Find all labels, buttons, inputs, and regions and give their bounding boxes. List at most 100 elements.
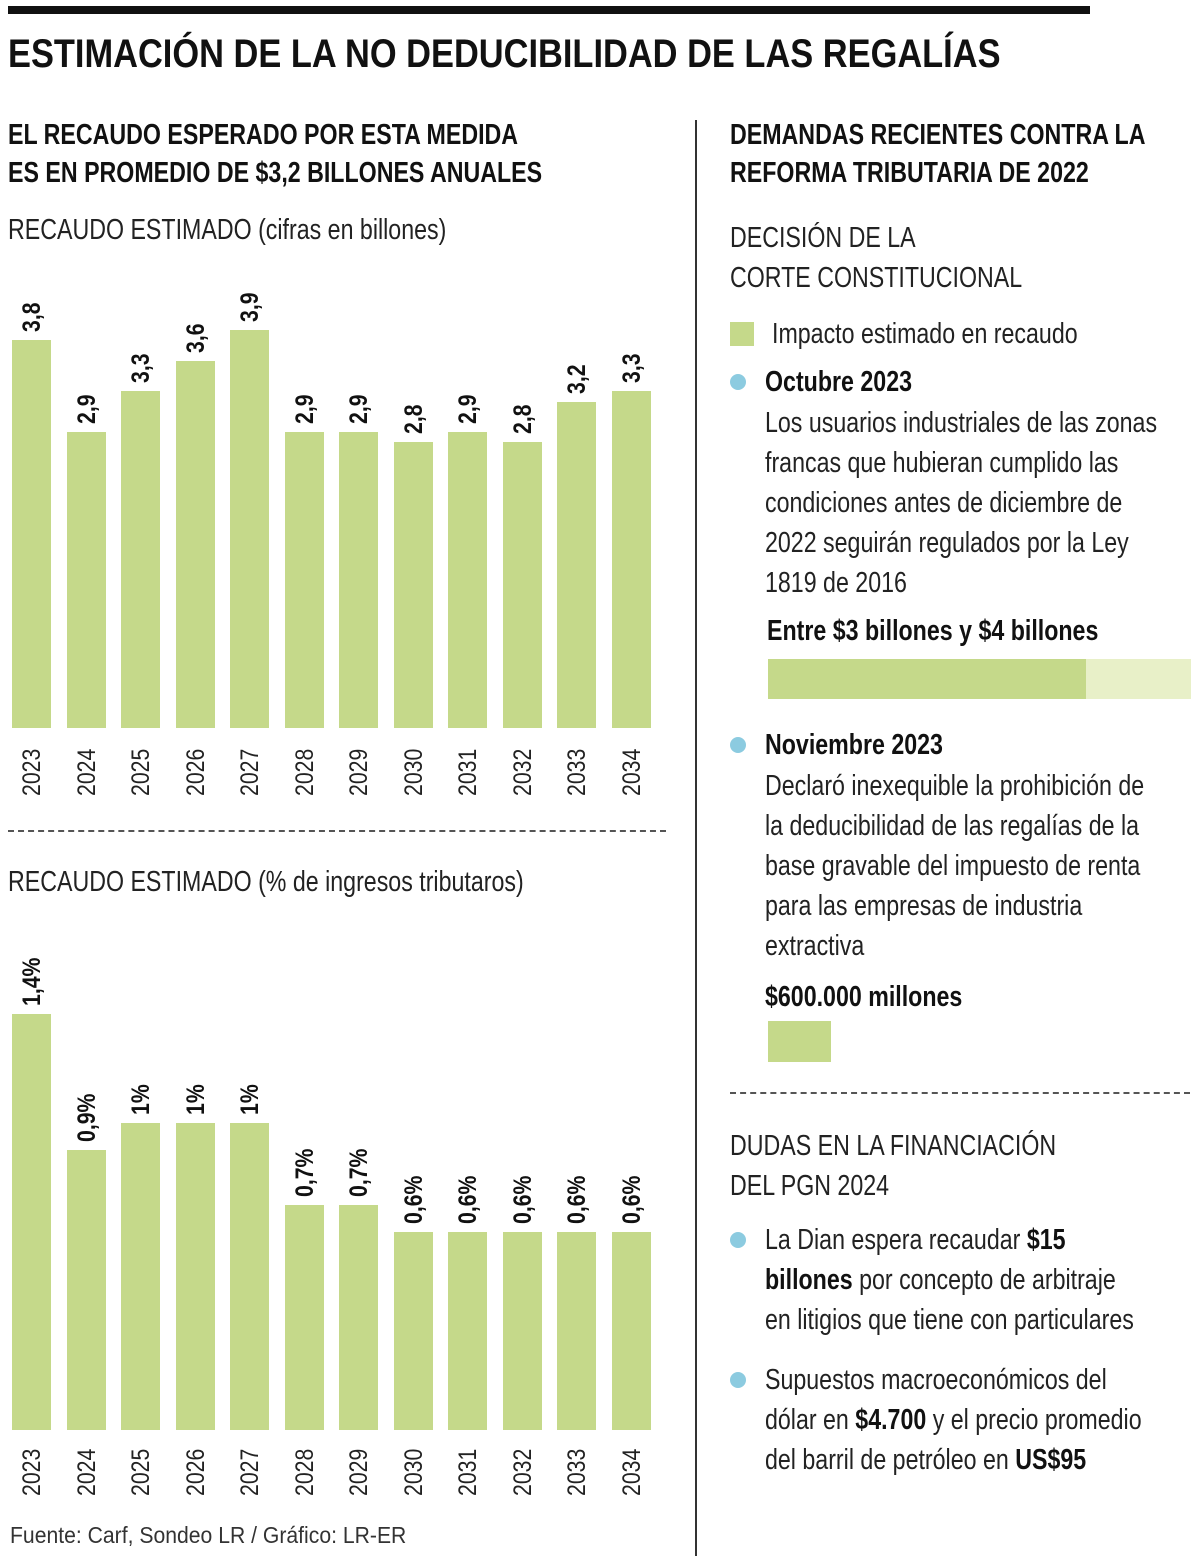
divider — [8, 830, 666, 832]
left-heading-line: EL RECAUDO ESPERADO POR ESTA MEDIDA — [8, 119, 519, 151]
divider — [730, 1092, 1190, 1094]
value-label: 3,9 — [236, 292, 264, 323]
bar-2033 — [557, 401, 596, 728]
year-label: 2032 — [508, 1448, 537, 1496]
value-label: 0,6% — [563, 1175, 591, 1224]
value-label: 2,9 — [345, 394, 373, 425]
value-label: 0,6% — [508, 1175, 537, 1224]
year-label: 2030 — [399, 1448, 428, 1496]
value-label: 2,9 — [290, 394, 319, 425]
bullet-text: Supuestos macroeconómicos del dólar en $… — [765, 1360, 1142, 1480]
year-label: 2027 — [236, 748, 264, 796]
value-label: 1% — [181, 1084, 210, 1115]
source-note: Fuente: Carf, Sondeo LR / Gráfico: LR-ER — [10, 1522, 407, 1548]
bar-2033 — [557, 1231, 596, 1430]
value-label: 0,6% — [399, 1175, 428, 1224]
text-line: condiciones antes de diciembre de — [765, 487, 1123, 519]
value-label: 0,9% — [72, 1093, 101, 1143]
value-label: 0,7% — [290, 1148, 319, 1197]
bar-2029 — [339, 1204, 378, 1430]
bullet-dot-icon — [730, 1232, 746, 1248]
year-label: 2028 — [290, 748, 319, 796]
impact-bar-range — [1086, 659, 1191, 699]
bar-2030 — [393, 442, 433, 728]
impact-bar-min — [768, 659, 1086, 699]
item-date: Octubre 2023 — [765, 366, 913, 398]
year-label: 2031 — [454, 1448, 482, 1496]
bullet-dot-icon — [730, 374, 746, 390]
chart2-title: RECAUDO ESTIMADO (% de ingresos tributar… — [8, 866, 524, 898]
value-label: 2,8 — [399, 404, 428, 435]
bar-2030 — [393, 1231, 433, 1430]
value-label: 0,6% — [617, 1175, 646, 1224]
bar-2034 — [611, 391, 651, 728]
year-label: 2033 — [563, 748, 591, 796]
text: y el precio promedio — [926, 1404, 1142, 1436]
right-heading-line: REFORMA TRIBUTARIA DE 2022 — [730, 157, 1089, 189]
bullet-text: La Dian espera recaudar $15 billones por… — [765, 1220, 1134, 1340]
top-rule — [8, 6, 1090, 14]
bar-2029 — [339, 432, 378, 728]
year-label: 2023 — [18, 748, 46, 796]
impact-label: $600.000 millones — [765, 981, 963, 1013]
value-label: 3,2 — [563, 364, 591, 394]
year-label: 2026 — [181, 748, 210, 796]
text-bold: $4.700 — [855, 1404, 927, 1436]
right-heading-line: DEMANDAS RECIENTES CONTRA LA — [730, 119, 1146, 151]
year-label: 2029 — [345, 1448, 373, 1496]
bar-2025 — [121, 391, 160, 728]
bar-2028 — [284, 1204, 324, 1430]
section-line: DEL PGN 2024 — [730, 1170, 890, 1202]
text: del barril de petróleo en — [765, 1444, 1016, 1476]
bar-2031 — [448, 1231, 487, 1430]
value-label: 0,6% — [454, 1175, 482, 1224]
bar-2031 — [448, 432, 487, 728]
bar-2026 — [175, 1123, 215, 1430]
bar-2024 — [66, 432, 106, 728]
text-line: 1819 de 2016 — [765, 567, 907, 599]
value-label: 1% — [236, 1084, 264, 1115]
value-label: 2,8 — [508, 404, 537, 435]
year-label: 2027 — [236, 1448, 264, 1496]
year-label: 2023 — [18, 1448, 46, 1496]
year-label: 2034 — [617, 1448, 646, 1496]
text: en litigios que tiene con particulares — [765, 1304, 1134, 1336]
column-divider — [695, 120, 697, 1556]
year-label: 2031 — [454, 748, 482, 796]
bar-2024 — [66, 1150, 106, 1430]
text-line: Declaró inexequible la prohibición de — [765, 770, 1145, 802]
text-line: para las empresas de industria — [765, 890, 1083, 922]
chart1-title: RECAUDO ESTIMADO (cifras en billones) — [8, 214, 447, 246]
value-label: 1% — [127, 1084, 155, 1115]
bar-2023 — [12, 340, 51, 728]
value-label: 2,9 — [72, 394, 101, 425]
year-label: 2033 — [563, 1448, 591, 1496]
year-label: 2024 — [72, 748, 101, 796]
item-date: Noviembre 2023 — [765, 729, 943, 761]
year-label: 2025 — [127, 748, 155, 796]
right-heading: DEMANDAS RECIENTES CONTRA LA REFORMA TRI… — [730, 116, 1145, 192]
bullet-dot-icon — [730, 737, 746, 753]
text-bold: $15 — [1026, 1224, 1066, 1256]
section-pgn: DUDAS EN LA FINANCIACIÓN DEL PGN 2024 — [730, 1126, 1056, 1206]
legend-label: Impacto estimado en recaudo — [772, 318, 1078, 350]
bar-2032 — [502, 1231, 542, 1430]
bar-2034 — [611, 1231, 651, 1430]
impact-bar — [768, 1021, 831, 1062]
legend-swatch — [730, 322, 754, 346]
section-line: DECISIÓN DE LA — [730, 222, 916, 254]
text-line: francas que hubieran cumplido las — [765, 447, 1119, 479]
text: Supuestos macroeconómicos del — [765, 1364, 1107, 1396]
year-label: 2029 — [345, 748, 373, 796]
text-bold: billones — [765, 1264, 853, 1296]
bullet-dot-icon — [730, 1372, 746, 1388]
left-heading: EL RECAUDO ESPERADO POR ESTA MEDIDA ES E… — [8, 116, 542, 192]
section-corte: DECISIÓN DE LA CORTE CONSTITUCIONAL — [730, 218, 1022, 298]
bar-2032 — [502, 442, 542, 728]
text: dólar en — [765, 1404, 856, 1436]
text-line: 2022 seguirán regulados por la Ley — [765, 527, 1129, 559]
year-label: 2028 — [290, 1448, 319, 1496]
left-heading-line: ES EN PROMEDIO DE $3,2 BILLONES ANUALES — [8, 157, 543, 189]
bar-2025 — [121, 1123, 160, 1430]
